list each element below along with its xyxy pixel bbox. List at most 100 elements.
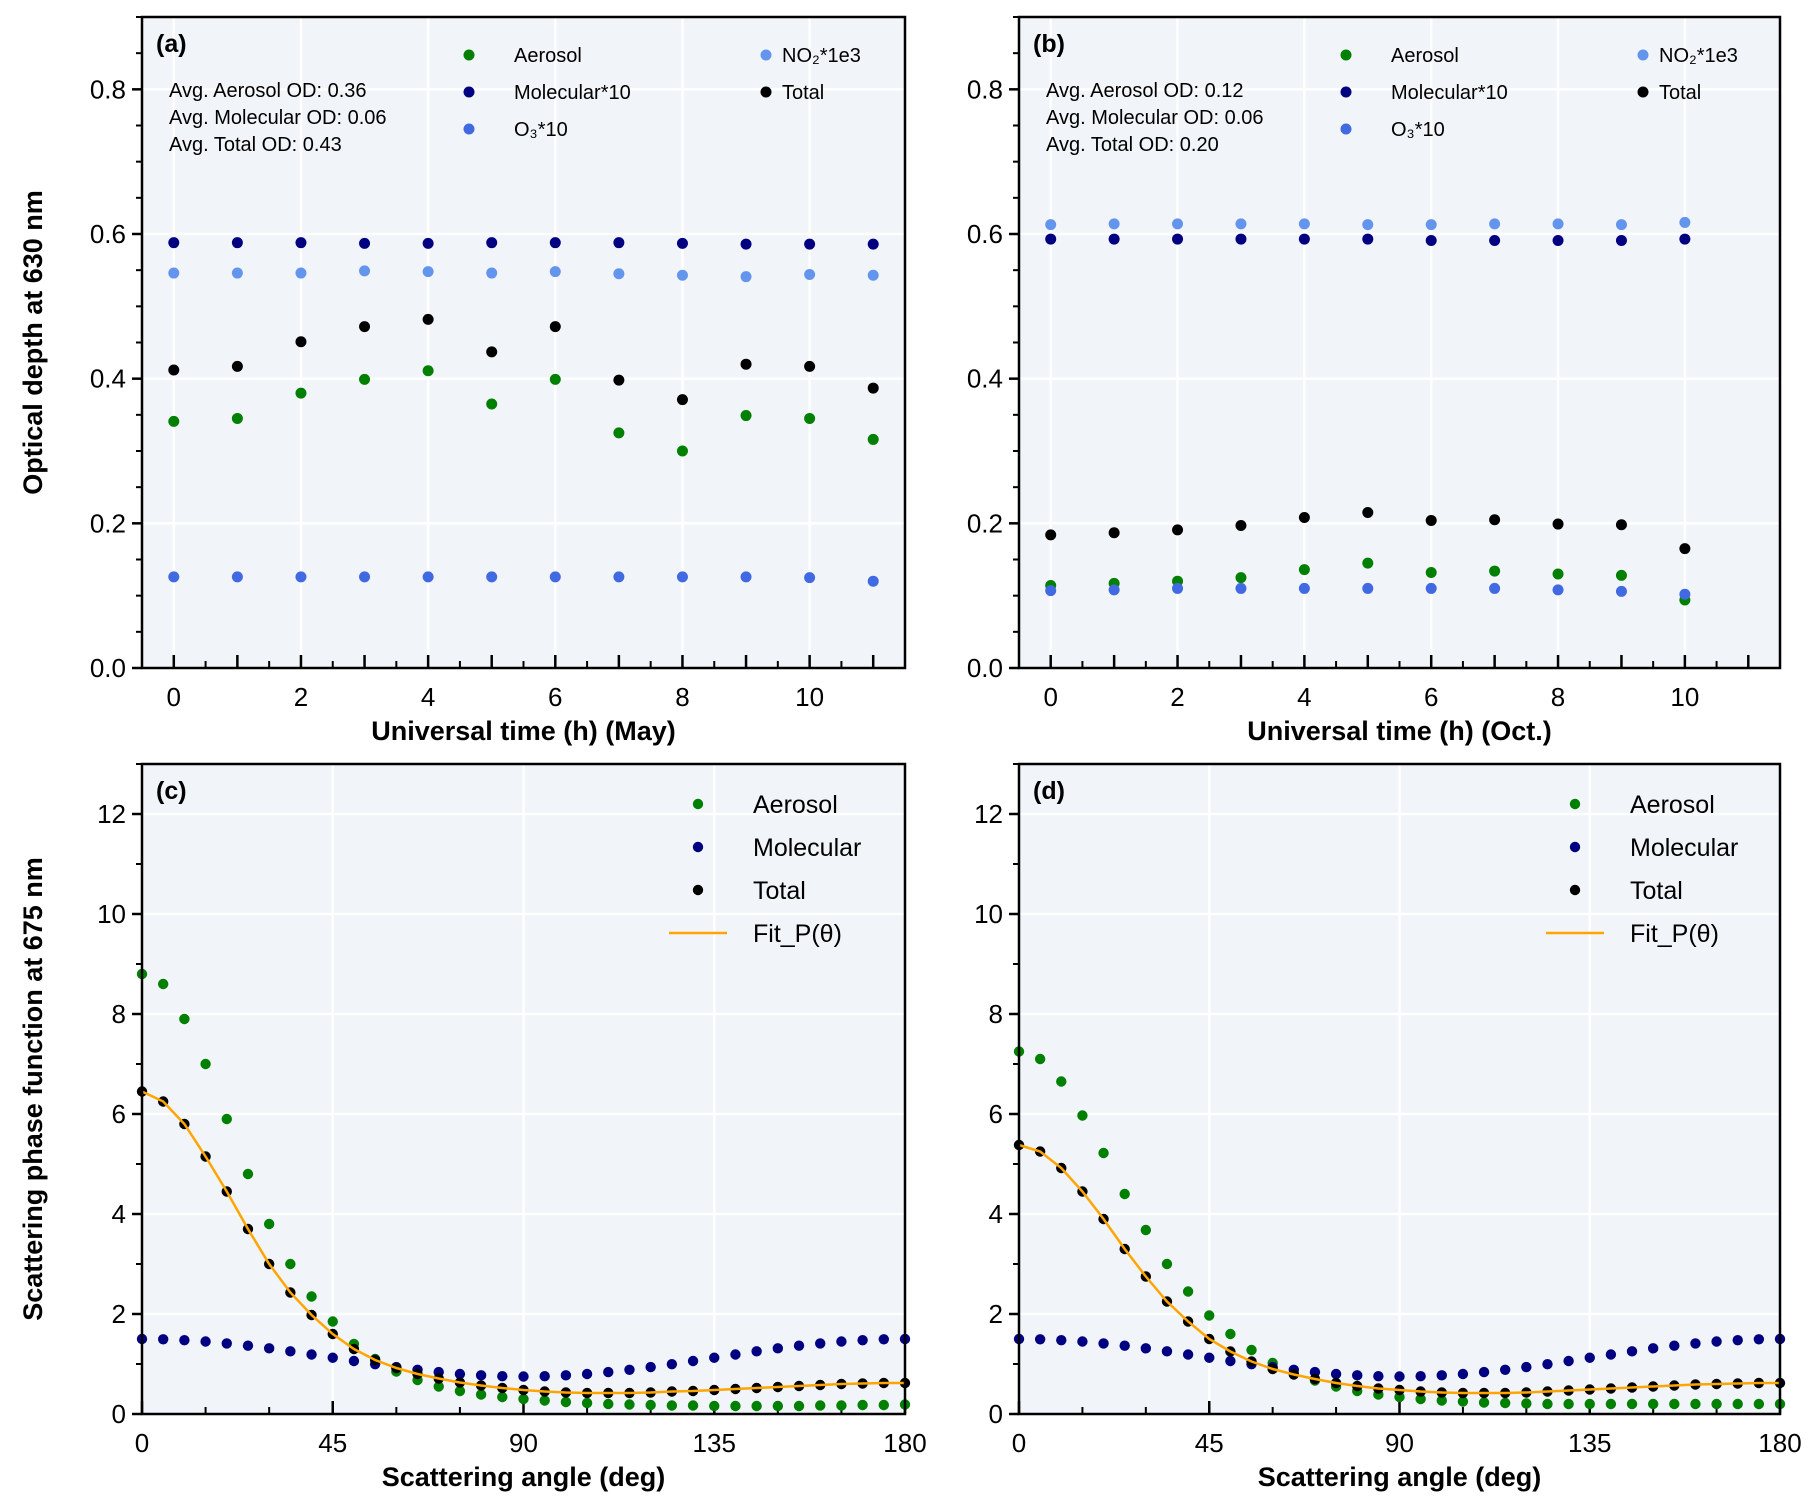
data-point (1045, 585, 1057, 597)
data-point (1552, 235, 1564, 247)
data-point (1362, 582, 1374, 594)
y-tick-label: 4 (989, 1199, 1003, 1229)
data-point (1045, 233, 1057, 245)
data-point (603, 1366, 614, 1378)
legend-label: Fit_P(θ) (753, 920, 842, 948)
data-point (475, 1370, 487, 1381)
fit-line (1018, 1143, 1780, 1395)
stats-annotation: Avg. Molecular OD: 0.06 (169, 107, 387, 129)
x-tick-label: 0 (167, 682, 181, 712)
data-point (1098, 1147, 1109, 1159)
data-point (306, 1291, 317, 1302)
stats-annotation: Avg. Aerosol OD: 0.36 (169, 80, 367, 102)
data-point (772, 1400, 784, 1412)
data-point (1362, 233, 1374, 245)
data-point (1679, 588, 1691, 600)
data-point (1172, 582, 1184, 594)
data-point (1034, 1334, 1046, 1345)
legend-label: Molecular*10 (1391, 82, 1508, 104)
y-tick-label: 12 (974, 799, 1003, 829)
data-point (1679, 216, 1691, 228)
data-point (867, 238, 879, 250)
data-point (1298, 218, 1310, 230)
data-point (645, 1361, 656, 1373)
x-tick-label: 45 (1195, 1428, 1224, 1458)
data-point (613, 237, 625, 249)
series-molecular-10 (168, 237, 879, 250)
data-point (231, 412, 243, 424)
panel-b: 0 2 4 6 8 10 0.0 0.2 0.4 0.6 0.8 Universal time (h)… (967, 15, 1782, 746)
data-point (168, 415, 180, 427)
x-axis-label: Universal time (h) (Oct.) (1247, 716, 1552, 746)
data-point (348, 1355, 360, 1367)
data-point (539, 1395, 550, 1406)
x-tick-label: 2 (1170, 682, 1184, 712)
data-point (454, 1368, 466, 1380)
data-point (200, 1336, 211, 1347)
data-point (867, 433, 879, 445)
data-point (1563, 1398, 1574, 1410)
data-point (422, 237, 434, 249)
y-tick-label: 0.8 (967, 74, 1003, 104)
data-point (1108, 527, 1120, 539)
data-point (1373, 1371, 1384, 1382)
data-point (1182, 1349, 1194, 1360)
legend-marker (1637, 86, 1649, 98)
series-molecular-10 (1045, 233, 1691, 247)
y-tick-label: 12 (97, 799, 126, 829)
legend-marker (463, 49, 475, 61)
data-point (1161, 1258, 1173, 1270)
x-axis-label: Scattering angle (deg) (1258, 1462, 1542, 1492)
legend-label: Fit_P(θ) (1630, 920, 1719, 948)
data-point (613, 427, 625, 439)
data-point (1605, 1398, 1617, 1410)
y-tick-label: 0.4 (90, 364, 126, 394)
data-point (1489, 514, 1501, 526)
data-point (1552, 518, 1564, 530)
panel-c: 0 45 90 135 180 0 2 4 6 8 10 12 Scattering angle (de… (18, 762, 927, 1492)
data-point (1489, 218, 1501, 230)
data-point (624, 1399, 635, 1410)
data-point (1499, 1364, 1511, 1376)
data-point (560, 1370, 572, 1381)
data-point (1425, 219, 1437, 231)
data-point (1235, 218, 1247, 230)
data-point (1584, 1352, 1595, 1363)
data-point (740, 358, 752, 370)
data-point (1542, 1358, 1553, 1370)
data-point (179, 1334, 190, 1346)
data-point (666, 1358, 678, 1370)
data-point (1140, 1343, 1152, 1354)
data-point (1298, 233, 1310, 245)
data-point (486, 237, 498, 249)
data-point (1140, 1224, 1152, 1236)
data-point (157, 978, 169, 990)
legend-label: O₃*10 (514, 119, 568, 141)
data-point (433, 1381, 444, 1392)
data-point (1711, 1336, 1722, 1347)
x-axis-label: Scattering angle (deg) (382, 1462, 666, 1492)
data-point (486, 398, 498, 410)
data-point (730, 1400, 741, 1412)
data-point (804, 360, 816, 372)
data-point (221, 1338, 232, 1349)
data-point (804, 238, 816, 250)
legend-marker (1569, 884, 1581, 896)
data-point (549, 373, 561, 385)
y-tick-label: 0.0 (967, 653, 1003, 683)
data-point (676, 269, 688, 281)
data-point (804, 412, 816, 424)
series-total (1045, 506, 1691, 555)
data-point (242, 1340, 254, 1351)
data-point (1077, 1110, 1088, 1121)
data-point (518, 1371, 529, 1382)
data-point (709, 1400, 720, 1412)
data-point (740, 410, 752, 422)
data-point (1172, 233, 1184, 245)
fit-line (141, 1090, 905, 1395)
data-point (1108, 218, 1120, 230)
panel-label: (c) (156, 777, 187, 805)
legend: Aerosol Molecular*10 O₃*10 NO₂*1e3 Total (1340, 45, 1738, 141)
legend-label: O₃*10 (1391, 119, 1445, 141)
data-point (581, 1397, 593, 1409)
